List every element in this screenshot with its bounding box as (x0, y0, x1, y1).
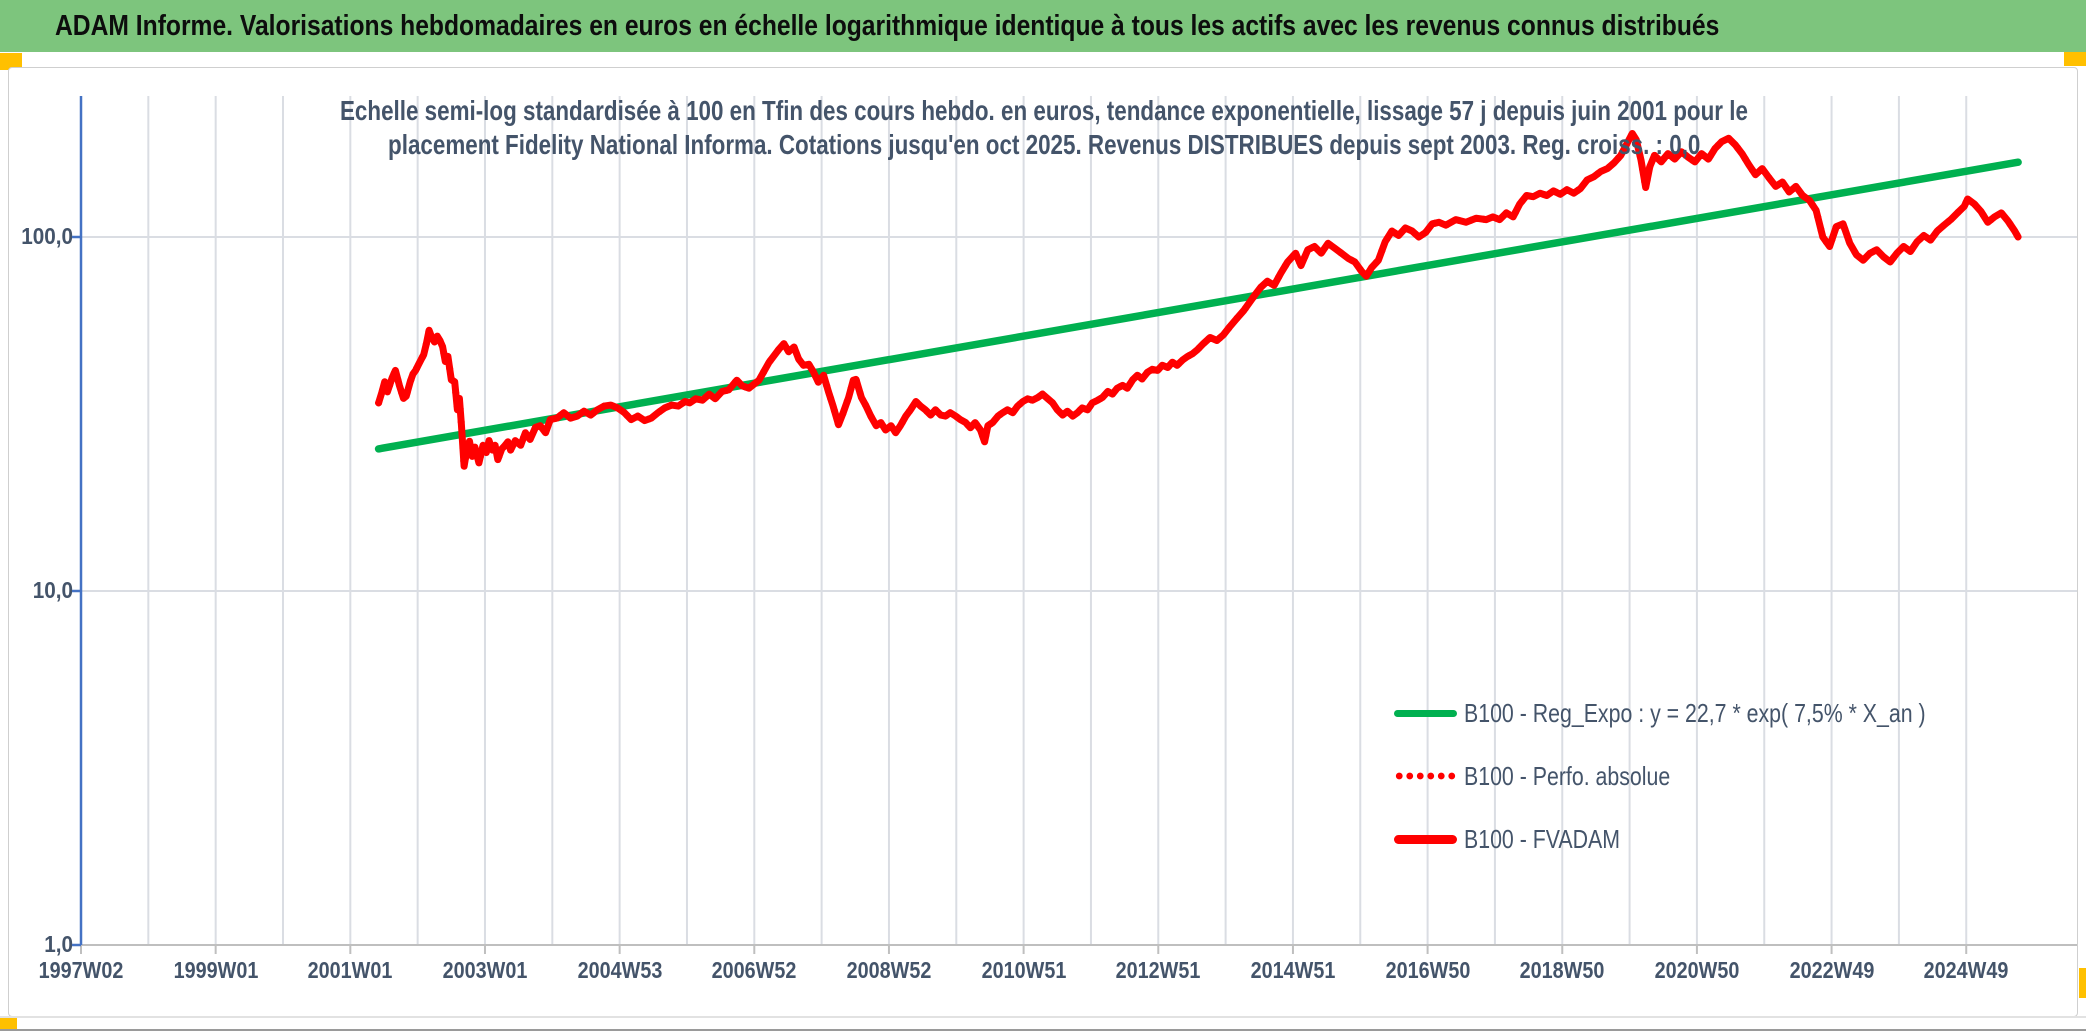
chart-panel[interactable]: Echelle semi-log standardisée à 100 en T… (8, 67, 2078, 1017)
legend-label: B100 - Perfo. absolue (1464, 760, 1671, 791)
y-tick-label: 100,0 (21, 223, 73, 249)
x-tick-label: 2006W52 (711, 957, 797, 983)
x-tick-label: 2001W01 (307, 957, 393, 983)
x-tick-label: 1997W02 (38, 957, 124, 983)
legend-item-fvadam[interactable]: B100 - FVADAM (1394, 822, 2027, 856)
x-tick-label: 2004W53 (577, 957, 662, 983)
green-trend-line-icon (1394, 709, 1457, 717)
legend-label: B100 - FVADAM (1464, 823, 1621, 854)
x-tick-label: 2016W50 (1385, 957, 1470, 983)
x-tick-label: 2020W50 (1654, 957, 1740, 983)
x-tick-label: 1999W01 (173, 957, 258, 983)
legend-label: B100 - Reg_Expo : y = 22,7 * exp( 7,5% *… (1464, 697, 1926, 728)
x-tick-label: 2024W49 (1923, 957, 2009, 983)
chart-title-bar: ADAM Informe. Valorisations hebdomadaire… (0, 0, 2086, 52)
x-tick-label: 2014W51 (1250, 957, 1336, 983)
yellow-corner-marker-bottom-left (0, 1018, 17, 1031)
yellow-corner-marker-bottom-right (2079, 968, 2086, 998)
x-tick-label: 2022W49 (1789, 957, 1874, 983)
red-solid-line-icon (1394, 834, 1457, 844)
window-bottom-divider (0, 1016, 2086, 1018)
x-tick-label: 2003W01 (442, 957, 528, 983)
yellow-corner-marker-top-right (2064, 52, 2086, 66)
chart-legend: B100 - Reg_Expo : y = 22,7 * exp( 7,5% *… (1394, 696, 2027, 885)
window-bottom-border (0, 1029, 2086, 1031)
x-tick-label: 2008W52 (846, 957, 932, 983)
series-line-fvadam (375, 130, 2022, 470)
series-line-reg-expo (374, 158, 2022, 453)
x-tick-label: 2010W51 (981, 957, 1066, 983)
x-tick-label: 2018W50 (1519, 957, 1605, 983)
red-dotted-line-icon (1394, 772, 1457, 780)
x-tick-label: 2012W51 (1115, 957, 1201, 983)
page-title: ADAM Informe. Valorisations hebdomadaire… (55, 9, 1720, 42)
y-tick-label: 1,0 (44, 931, 73, 957)
y-tick-label: 10,0 (32, 577, 73, 603)
yellow-corner-marker-top-left (0, 53, 22, 70)
legend-item-perfo-absolue[interactable]: B100 - Perfo. absolue (1394, 759, 2027, 793)
legend-item-reg-expo[interactable]: B100 - Reg_Expo : y = 22,7 * exp( 7,5% *… (1394, 696, 2027, 730)
